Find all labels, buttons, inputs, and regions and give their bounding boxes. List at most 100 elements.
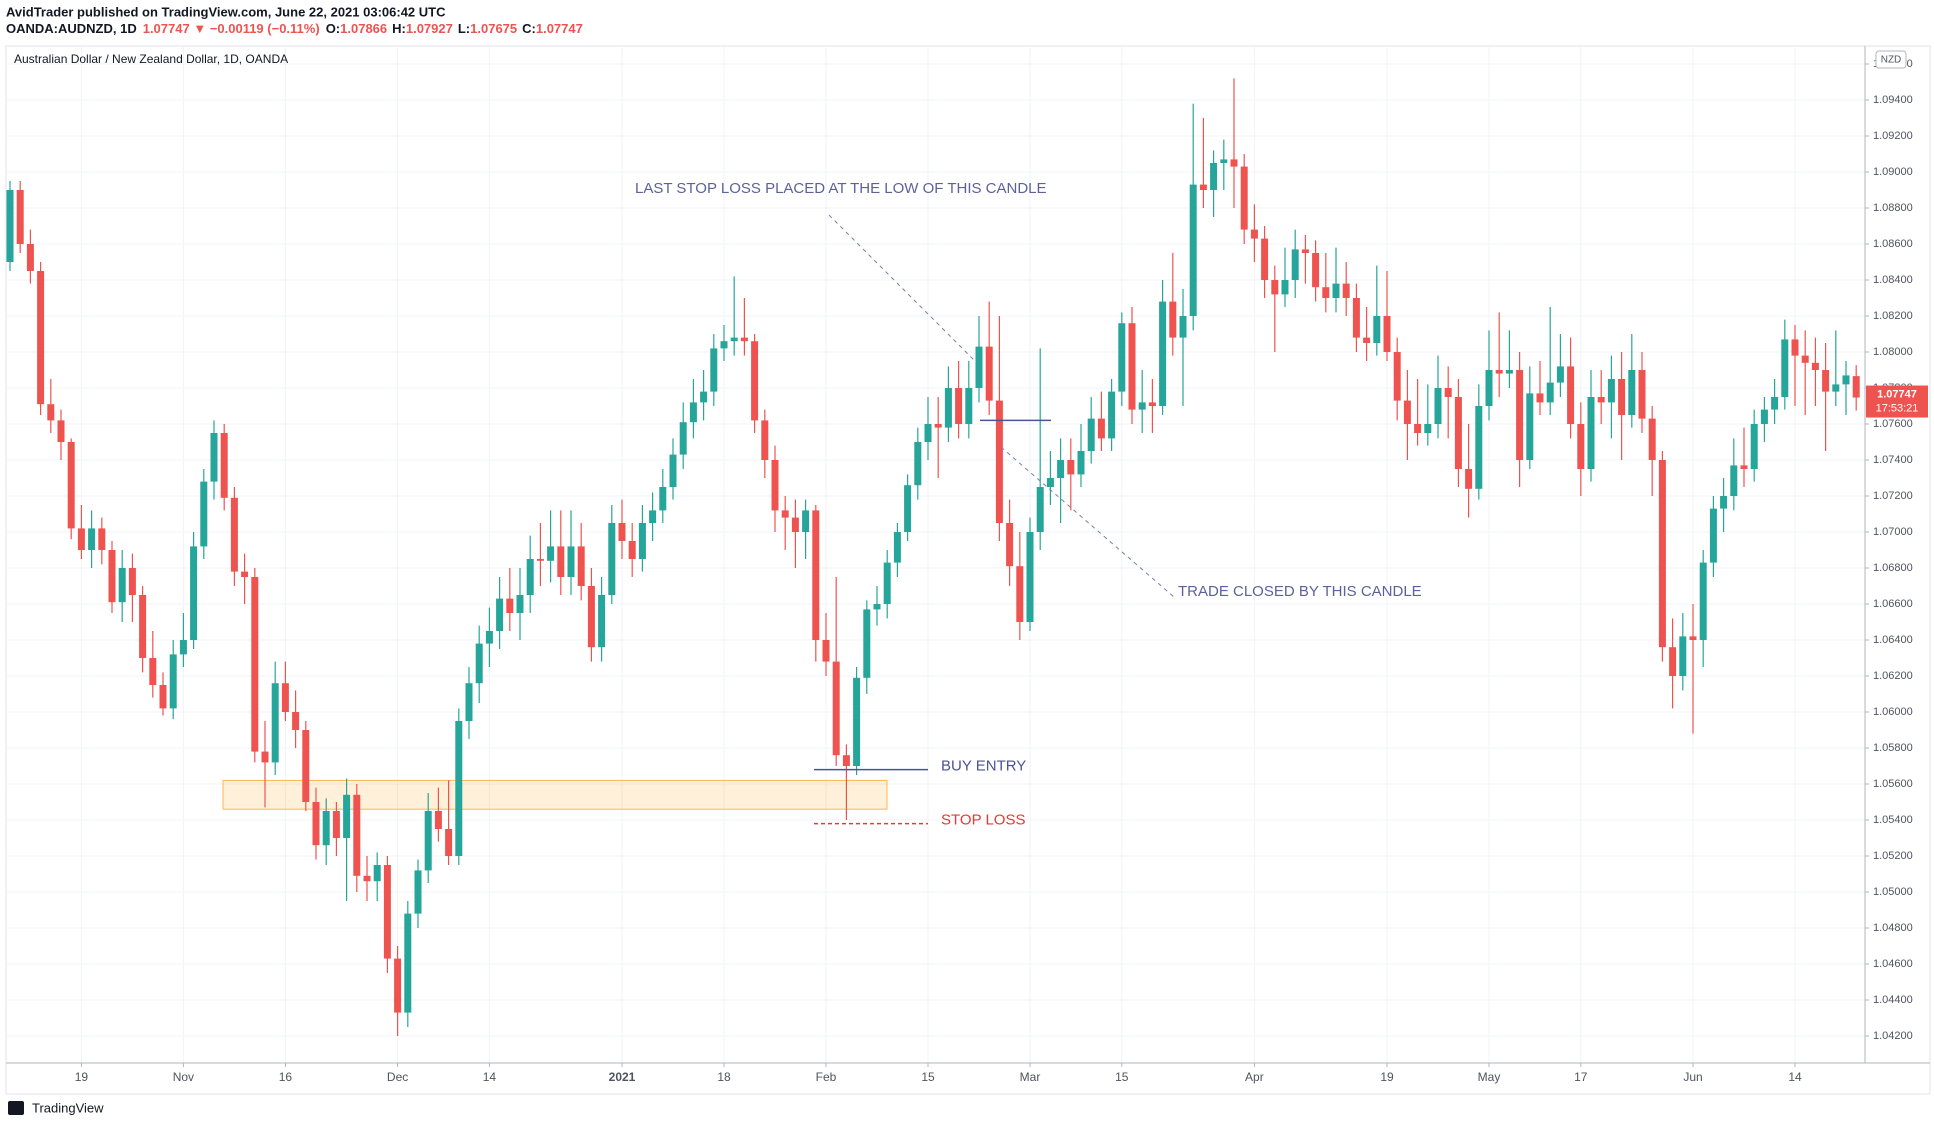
- candle-body: [638, 523, 646, 559]
- candle-body: [506, 598, 514, 613]
- candle-body: [924, 424, 932, 442]
- candle-body: [363, 875, 371, 882]
- candle-body: [475, 643, 483, 684]
- candle-body: [1322, 287, 1330, 298]
- y-tick-label: 1.08800: [1873, 202, 1913, 214]
- candle-body: [873, 604, 881, 610]
- candle-body: [261, 751, 269, 763]
- candle-body: [853, 677, 861, 766]
- annotation-arrow: [828, 214, 975, 361]
- x-tick-label: 15: [921, 1070, 935, 1084]
- y-tick-label: 1.09200: [1873, 130, 1913, 142]
- candle-body: [771, 460, 779, 511]
- y-tick-label: 1.05200: [1873, 850, 1913, 862]
- y-tick-label: 1.04400: [1873, 994, 1913, 1006]
- candle-body: [710, 348, 718, 392]
- y-tick-label: 1.06800: [1873, 562, 1913, 574]
- candle-body: [863, 609, 871, 678]
- candle-body: [383, 865, 391, 959]
- candle-body: [353, 794, 361, 876]
- candle-body: [424, 811, 432, 871]
- candle-body: [1832, 384, 1840, 392]
- x-tick-label: 2021: [609, 1070, 636, 1084]
- y-tick-label: 1.06000: [1873, 706, 1913, 718]
- candle-body: [139, 595, 147, 658]
- candle-body: [649, 510, 657, 523]
- candle-body: [1679, 636, 1687, 676]
- candle-body: [628, 541, 636, 559]
- x-tick-label: 14: [483, 1070, 497, 1084]
- candle-body: [516, 595, 524, 613]
- candle-body: [77, 528, 85, 550]
- candle-body: [679, 422, 687, 455]
- candle-body: [669, 454, 677, 487]
- candle-body: [1699, 562, 1707, 640]
- candle-body: [598, 595, 606, 648]
- x-tick-label: Dec: [387, 1070, 408, 1084]
- candle-body: [159, 685, 167, 709]
- candle-body: [995, 400, 1003, 523]
- candle-body: [1475, 406, 1483, 489]
- candle-body: [914, 442, 922, 486]
- candle-body: [1454, 397, 1462, 469]
- candle-body: [751, 341, 759, 421]
- candle-body: [1801, 355, 1809, 363]
- candle-body: [1771, 397, 1779, 410]
- candle-body: [414, 870, 422, 914]
- countdown: 17:53:21: [1876, 402, 1919, 414]
- candle-body: [1495, 370, 1503, 374]
- candle-body: [179, 640, 187, 655]
- candle-body: [577, 546, 585, 586]
- ohlc-key: L:: [458, 21, 470, 36]
- candle-body: [1567, 366, 1575, 424]
- annotation: TRADE CLOSED BY THIS CANDLE: [1178, 583, 1422, 600]
- candle-body: [108, 550, 116, 603]
- candle-body: [1505, 370, 1513, 374]
- y-tick-label: 1.05800: [1873, 742, 1913, 754]
- candle-body: [1179, 316, 1187, 338]
- candle-body: [1730, 465, 1738, 496]
- candle-body: [1658, 460, 1666, 648]
- candle-body: [271, 683, 279, 763]
- candle-body: [781, 510, 789, 518]
- y-tick-label: 1.04600: [1873, 958, 1913, 970]
- candle-body: [1822, 370, 1830, 392]
- candle-body: [1465, 469, 1473, 489]
- ohlc-key: O:: [326, 21, 340, 36]
- candle-body: [791, 517, 799, 532]
- candle-body: [1301, 249, 1309, 253]
- support-zone: [222, 779, 888, 810]
- candle-body: [1159, 301, 1167, 406]
- candle-body: [985, 346, 993, 401]
- y-tick-label: 1.06400: [1873, 634, 1913, 646]
- candle-body: [1536, 393, 1544, 403]
- candle-body: [281, 683, 289, 712]
- y-tick-label: 1.09400: [1873, 94, 1913, 106]
- ohlc-value: 1.07866: [340, 21, 387, 36]
- x-tick-label: 19: [1380, 1070, 1394, 1084]
- candle-body: [536, 559, 544, 561]
- level-label: STOP LOSS: [941, 812, 1026, 829]
- candle-body: [26, 244, 34, 271]
- candle-body: [720, 341, 728, 349]
- candle-body: [700, 391, 708, 403]
- candle-body: [1852, 376, 1860, 398]
- y-tick-label: 1.04800: [1873, 922, 1913, 934]
- candle-body: [343, 794, 351, 838]
- candle-body: [547, 546, 555, 561]
- x-tick-label: Jun: [1683, 1070, 1702, 1084]
- y-tick-label: 1.09000: [1873, 166, 1913, 178]
- candle-body: [1363, 337, 1371, 343]
- x-tick-label: 17: [1574, 1070, 1588, 1084]
- candle-body: [1709, 508, 1717, 563]
- candle-body: [1087, 418, 1095, 451]
- y-tick-label: 1.07200: [1873, 490, 1913, 502]
- candle-body: [1403, 400, 1411, 424]
- candle-body: [1781, 339, 1789, 397]
- candle-body: [230, 497, 238, 572]
- candle-body: [169, 654, 177, 709]
- currency-box: [1875, 50, 1907, 69]
- candle-body: [730, 337, 738, 342]
- candle-body: [404, 913, 412, 1013]
- chart-frame: [5, 45, 1931, 1095]
